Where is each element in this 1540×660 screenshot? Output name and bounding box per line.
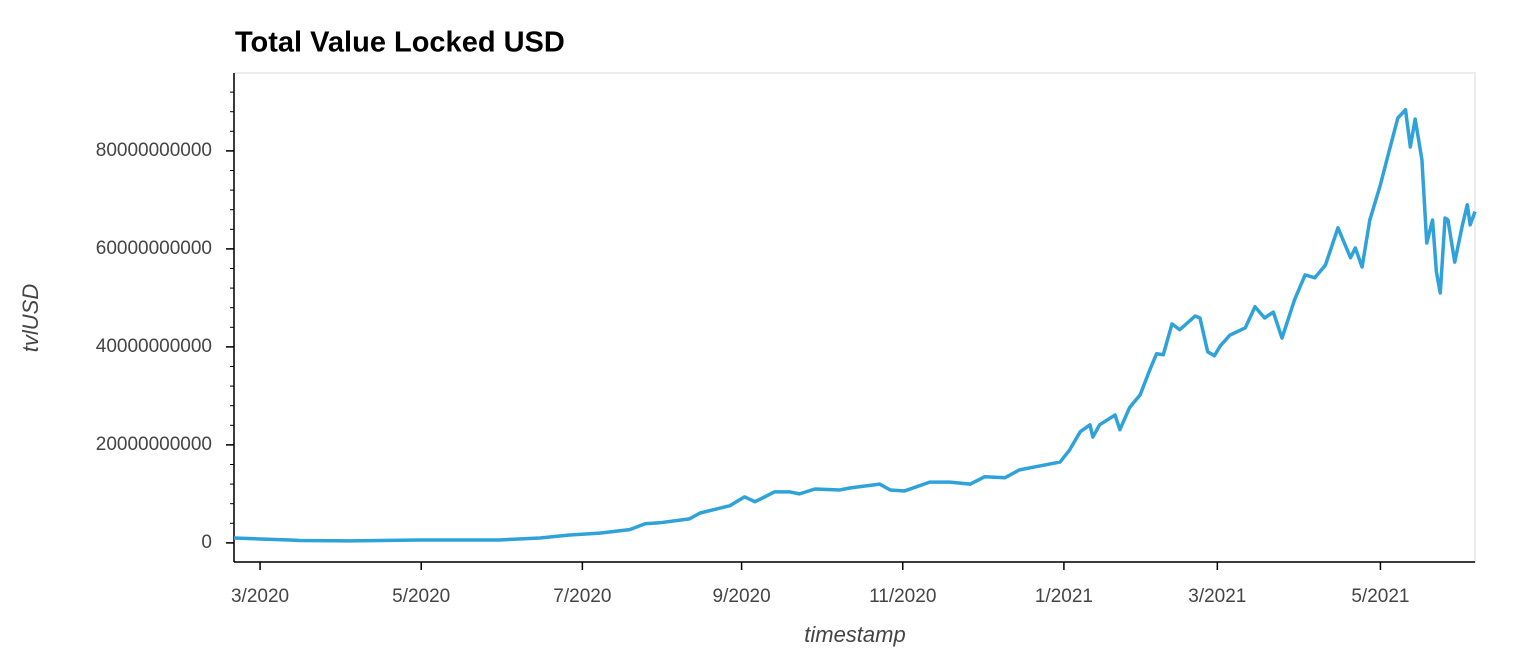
y-tick-label: 60000000000 (96, 238, 212, 259)
data-line (233, 108, 1477, 543)
x-tick-label: 5/2020 (392, 586, 450, 607)
x-tick-label: 9/2020 (713, 586, 771, 607)
x-tick-label: 5/2021 (1351, 586, 1409, 607)
y-tick-label: 80000000000 (96, 140, 212, 161)
x-tick-label: 3/2020 (231, 586, 289, 607)
x-tick-label: 7/2020 (553, 586, 611, 607)
x-axis-title: timestamp (804, 622, 905, 647)
y-tick-label: 0 (201, 532, 212, 553)
x-tick-label: 3/2021 (1188, 586, 1246, 607)
chart-title: Total Value Locked USD (235, 27, 565, 59)
y-axis-title: tvlUSD (18, 284, 43, 353)
x-tick-label: 11/2020 (869, 586, 936, 607)
x-tick-label: 1/2021 (1035, 586, 1093, 607)
y-tick-label: 20000000000 (96, 434, 212, 455)
y-tick-label: 40000000000 (96, 336, 212, 357)
